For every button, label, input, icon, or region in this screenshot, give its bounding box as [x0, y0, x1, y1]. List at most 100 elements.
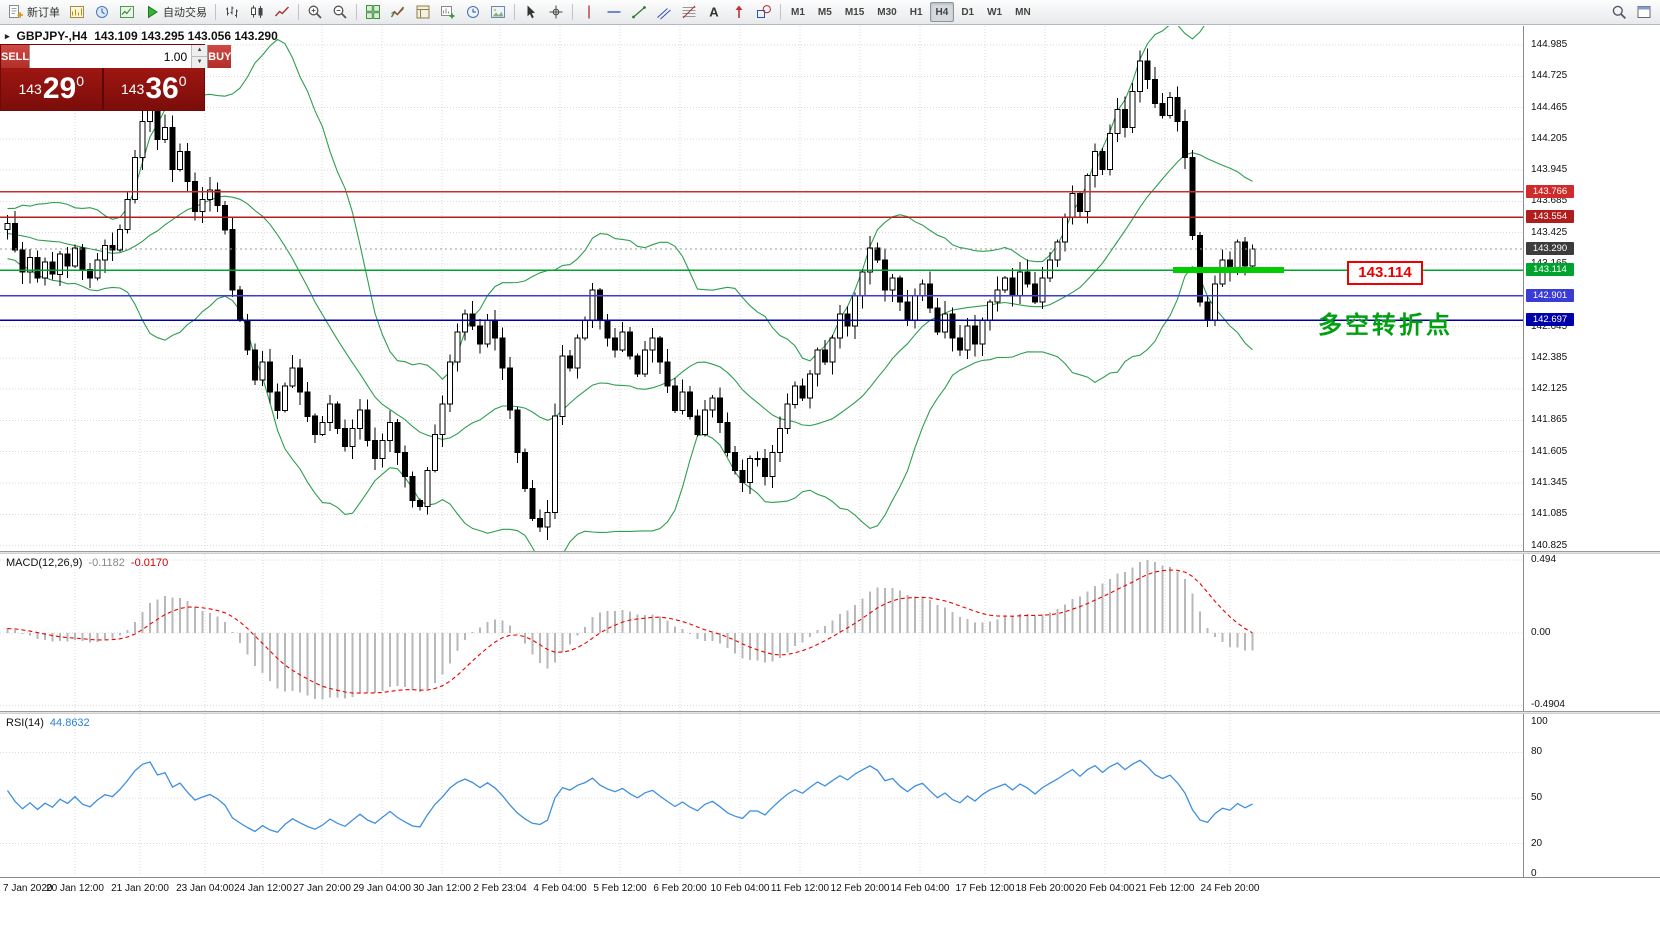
timeframe-w1-button[interactable]: W1: [987, 6, 1003, 18]
clock-icon: [467, 6, 479, 18]
toolbar-separator: [215, 4, 216, 20]
line-chart-button[interactable]: [270, 2, 294, 22]
price-tag: 143.766: [1526, 185, 1574, 198]
timeframe-h4-button[interactable]: H4: [929, 2, 955, 22]
channel-button[interactable]: [652, 2, 676, 22]
trendline-button[interactable]: [627, 2, 651, 22]
main-chart[interactable]: [0, 26, 1523, 552]
price-axis-label: 141.085: [1531, 508, 1568, 519]
timeframe-d1-button[interactable]: D1: [961, 6, 975, 18]
new-chart-button[interactable]: [436, 2, 460, 22]
candlestick-button[interactable]: [245, 2, 269, 22]
panel-separator-rsi[interactable]: [0, 711, 1660, 714]
zoom-in-button[interactable]: [303, 2, 327, 22]
search-icon: [1612, 5, 1627, 20]
charts-button[interactable]: [65, 2, 89, 22]
timeframe-mn-button[interactable]: MN: [1015, 6, 1031, 18]
price-tag: 143.114: [1526, 263, 1574, 276]
toolbar-separator: [572, 4, 573, 20]
rsi-axis-label: 80: [1531, 746, 1543, 757]
rsi-panel[interactable]: [0, 714, 1523, 876]
bar-chart-button[interactable]: [220, 2, 244, 22]
zoom-out-icon: [333, 5, 347, 19]
chart-image-button[interactable]: [486, 2, 510, 22]
time-axis-label: 2 Feb 23:04: [473, 883, 527, 894]
text-button[interactable]: A: [702, 2, 726, 22]
volume-input[interactable]: [30, 45, 192, 68]
price-tag: 143.554: [1526, 210, 1574, 223]
time-axis-label: 7 Jan 2020: [3, 883, 53, 894]
macd-panel[interactable]: [0, 554, 1523, 711]
zoom-in-icon: [308, 5, 322, 19]
timeframe-m1-button[interactable]: M1: [791, 6, 805, 18]
turning-point-note[interactable]: 多空转折点: [1318, 312, 1453, 339]
time-axis-label: 21 Jan 20:00: [111, 883, 169, 894]
line-icon: [274, 6, 290, 17]
new-order-button[interactable]: 新订单: [4, 2, 64, 22]
trendline-icon: [632, 6, 646, 19]
play-icon: [148, 5, 158, 19]
price-axis-label: 140.825: [1531, 540, 1568, 551]
shapes-icon: [757, 5, 771, 18]
time-axis[interactable]: 7 Jan 2020 20 Jan 12:00 21 Jan 20:00 23 Jan…: [0, 877, 1660, 902]
time-axis-label: 14 Feb 04:00: [890, 883, 950, 894]
market-watch-button[interactable]: [115, 2, 139, 22]
buy-button[interactable]: BUY: [208, 45, 232, 68]
profiles-button[interactable]: [90, 2, 114, 22]
time-axis-label: 24 Feb 20:00: [1200, 883, 1260, 894]
volume-down-button[interactable]: ▼: [192, 57, 208, 68]
arrows-button[interactable]: [727, 2, 751, 22]
price-tag: 142.697: [1526, 313, 1574, 326]
templates-button[interactable]: [411, 2, 435, 22]
horizontal-line-button[interactable]: [602, 2, 626, 22]
rsi-axis-label: 20: [1531, 838, 1543, 849]
expand-ohlc-icon[interactable]: ▸: [5, 30, 10, 41]
sell-price[interactable]: 143 29 0: [1, 68, 102, 110]
price-axis-label: 144.465: [1531, 102, 1568, 113]
window-button[interactable]: [1632, 2, 1656, 22]
price-axis-label: 143.685: [1531, 195, 1568, 206]
time-axis-label: 30 Jan 12:00: [413, 883, 471, 894]
cursor-icon: [527, 5, 535, 19]
price-tag: 142.901: [1526, 289, 1574, 302]
trade-panel-divider: [101, 68, 104, 110]
timeframe-m5-button[interactable]: M5: [817, 6, 832, 18]
fibonacci-button[interactable]: [677, 2, 701, 22]
rsi-axis-label: 100: [1531, 716, 1548, 727]
data-window-button[interactable]: [461, 2, 485, 22]
timeframe-h1-button[interactable]: H1: [909, 6, 923, 18]
crosshair-button[interactable]: [544, 2, 568, 22]
sell-price-big: 29: [42, 72, 77, 105]
shapes-button[interactable]: [752, 2, 776, 22]
vertical-line-button[interactable]: [577, 2, 601, 22]
price-axis-label: 141.345: [1531, 477, 1568, 488]
time-axis-label: 18 Feb 20:00: [1015, 883, 1075, 894]
image-icon: [491, 6, 505, 18]
turning-point-level-line[interactable]: [1173, 267, 1284, 274]
price-scale[interactable]: 144.985 144.725 144.465 144.205 143.945 143.6…: [1523, 26, 1660, 879]
time-axis-label: 21 Feb 12:00: [1135, 883, 1195, 894]
price-annotation[interactable]: 143.114: [1347, 261, 1423, 285]
indicators-button[interactable]: [386, 2, 410, 22]
volume-stepper: ▲ ▼: [29, 45, 209, 68]
template-icon: [416, 5, 430, 19]
tile-windows-button[interactable]: [361, 2, 385, 22]
chart-window-icon: [70, 6, 84, 18]
time-axis-label: 17 Feb 12:00: [955, 883, 1015, 894]
trade-panel-price-row: 143 29 0 143 36 0: [1, 68, 204, 110]
volume-up-button[interactable]: ▲: [192, 45, 208, 57]
sell-button[interactable]: SELL: [1, 45, 30, 68]
time-axis-label: 29 Jan 04:00: [353, 883, 411, 894]
zoom-out-button[interactable]: [328, 2, 352, 22]
buy-price[interactable]: 143 36 0: [104, 68, 205, 110]
cursor-button[interactable]: [519, 2, 543, 22]
autotrading-button[interactable]: 自动交易: [140, 2, 211, 22]
timeframe-m30-button[interactable]: M30: [877, 6, 897, 18]
new-order-icon: [9, 5, 23, 18]
grid-icon: [366, 5, 380, 19]
panel-separator-macd[interactable]: [0, 551, 1660, 554]
window-icon: [1637, 6, 1651, 18]
buy-price-big: 36: [145, 72, 179, 105]
search-button[interactable]: [1607, 2, 1631, 22]
timeframe-m15-button[interactable]: M15: [844, 6, 865, 18]
